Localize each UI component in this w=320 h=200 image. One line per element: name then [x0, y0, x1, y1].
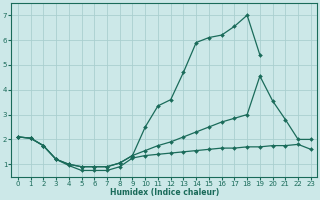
X-axis label: Humidex (Indice chaleur): Humidex (Indice chaleur) — [110, 188, 219, 197]
